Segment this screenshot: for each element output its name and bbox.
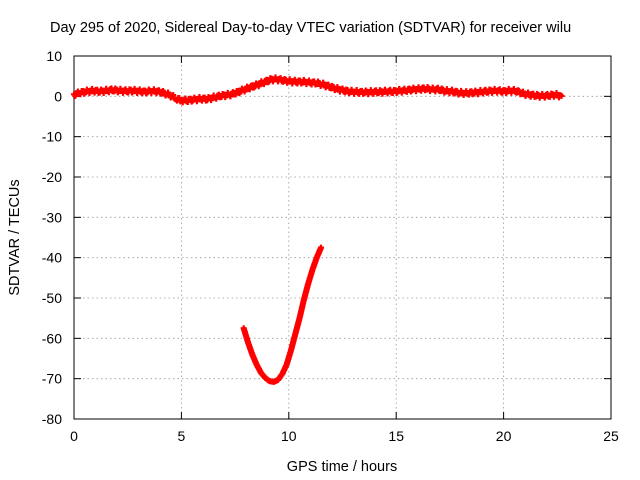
data-point xyxy=(325,81,332,88)
y-tick-label: -50 xyxy=(42,290,62,306)
x-tick-label: 0 xyxy=(70,428,78,444)
data-point xyxy=(260,81,267,88)
x-tick-label: 25 xyxy=(603,428,619,444)
x-axis-ticks: 0 5 10 15 20 25 xyxy=(70,56,619,444)
y-tick-label: -30 xyxy=(42,209,62,225)
y-tick-label: -70 xyxy=(42,371,62,387)
y-tick-label: -60 xyxy=(42,330,62,346)
data-markers xyxy=(71,74,565,385)
data-point xyxy=(232,91,239,98)
y-tick-label: -40 xyxy=(42,250,62,266)
x-tick-label: 15 xyxy=(388,428,404,444)
y-tick-label: 10 xyxy=(46,48,62,64)
data-point xyxy=(318,244,325,251)
plot-frame xyxy=(73,55,612,420)
chart-title: Day 295 of 2020, Sidereal Day-to-day VTE… xyxy=(50,20,571,36)
y-tick-label: -80 xyxy=(42,411,62,427)
data-point xyxy=(449,86,456,93)
grid-lines xyxy=(74,56,611,419)
data-point xyxy=(558,92,565,99)
x-axis-label: GPS time / hours xyxy=(287,459,397,475)
x-tick-label: 20 xyxy=(496,428,512,444)
data-point xyxy=(170,92,177,99)
x-tick-label: 10 xyxy=(281,428,297,444)
y-tick-label: -10 xyxy=(42,129,62,145)
y-axis-ticks: 10 0 -10 -20 -30 -40 -50 -60 -70 -80 xyxy=(42,48,611,427)
y-axis-label: SDTVAR / TECUs xyxy=(7,179,23,295)
data-point xyxy=(246,86,253,93)
y-tick-label: -20 xyxy=(42,169,62,185)
data-point xyxy=(213,95,220,102)
x-tick-label: 5 xyxy=(178,428,186,444)
y-tick-label: 0 xyxy=(54,88,62,104)
